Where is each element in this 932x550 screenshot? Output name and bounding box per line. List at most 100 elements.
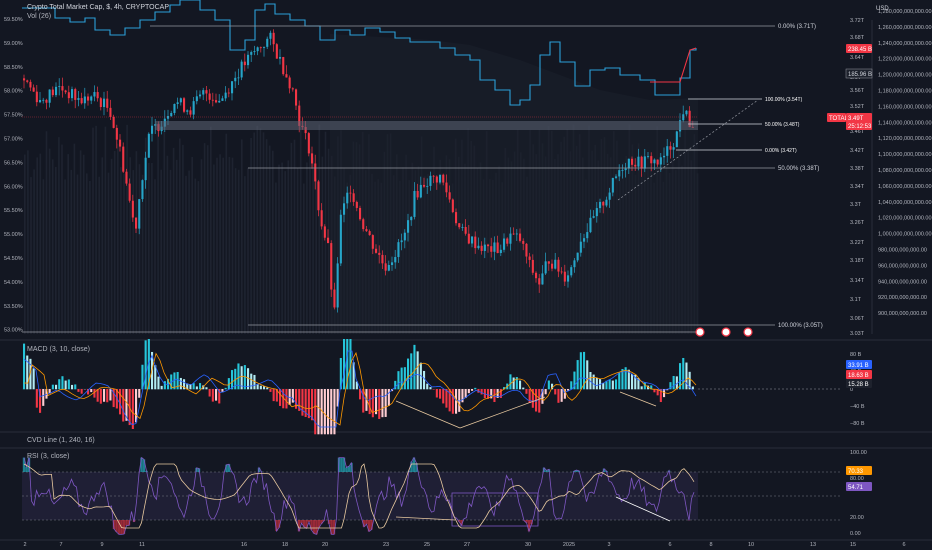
- price-axis-tick: 3.34T: [850, 184, 865, 190]
- macd-bar: [195, 386, 198, 390]
- volume-bar: [321, 156, 324, 334]
- candle-body: [551, 263, 554, 269]
- volume-bar: [113, 150, 116, 334]
- badge-238b: 238.45 B: [846, 44, 872, 53]
- macd-bar: [519, 380, 522, 390]
- candle-body: [621, 170, 624, 171]
- macd-bar: [586, 360, 589, 390]
- macd-bar: [381, 389, 384, 418]
- macd-bar: [67, 379, 70, 390]
- macd-bar: [243, 365, 246, 390]
- volume-bar: [278, 164, 280, 334]
- candle-body: [208, 93, 211, 100]
- candle-body: [586, 232, 589, 239]
- volume-bar: [309, 148, 311, 334]
- macd-bar: [263, 386, 266, 390]
- macd-bar: [215, 389, 218, 401]
- macd-bar: [199, 383, 202, 390]
- candle-body: [499, 249, 502, 254]
- volume-bar: [219, 154, 221, 334]
- candle-body: [83, 96, 86, 104]
- candle-body: [461, 226, 464, 228]
- candle-body: [355, 201, 358, 208]
- volume-bar: [110, 158, 113, 334]
- candle-body: [349, 192, 352, 194]
- macd-bar: [637, 377, 640, 390]
- macd-bar: [407, 358, 410, 390]
- macd-bar: [471, 389, 474, 391]
- volume-bar: [231, 157, 234, 334]
- volume-bar: [275, 182, 277, 334]
- macd-bar: [423, 370, 426, 390]
- candle-body: [282, 57, 285, 75]
- volume-bar: [197, 181, 200, 334]
- candle-body: [218, 100, 221, 103]
- rsi-badge-1-bg: [846, 466, 872, 475]
- volume-bar: [48, 148, 51, 334]
- macd-bar: [176, 372, 179, 390]
- macd-bar: [221, 389, 224, 393]
- volume-bar: [222, 157, 224, 334]
- volume-bar: [89, 180, 91, 334]
- candle-body: [410, 216, 413, 221]
- candle-body: [535, 272, 538, 279]
- candle-body: [106, 98, 109, 108]
- candle-body: [128, 183, 131, 201]
- macd-bar: [167, 378, 170, 390]
- macd-bar: [96, 389, 99, 402]
- macd-bar: [211, 389, 214, 402]
- macd-bar: [272, 389, 275, 402]
- time-axis-tick: 2025: [563, 542, 575, 548]
- macd-bar: [368, 389, 371, 415]
- candle-body: [211, 99, 214, 101]
- candle-body: [250, 52, 253, 55]
- candle-body: [675, 131, 678, 148]
- badge-185b-border: [845, 68, 873, 79]
- macd-bar: [474, 387, 477, 390]
- candle-body: [183, 98, 186, 112]
- candle-body: [605, 199, 608, 206]
- badge-238b-bg: [846, 44, 872, 53]
- candle-body: [199, 94, 202, 97]
- macd-bar: [45, 389, 48, 399]
- macd-bar: [378, 389, 381, 419]
- candle-body: [288, 77, 291, 89]
- candle-body: [173, 103, 176, 113]
- candle-body: [311, 153, 314, 164]
- volume-bar: [182, 144, 184, 334]
- candle-body: [263, 46, 266, 48]
- candle-body: [112, 116, 115, 128]
- macd-badge-1-text: 33.91 B: [848, 363, 869, 369]
- volume-bar: [151, 162, 153, 334]
- volume-bar: [36, 157, 38, 334]
- macd-bar: [515, 377, 518, 390]
- price-axis-tick: 3.1T: [850, 297, 862, 303]
- left-axis-tick: 56.50%: [4, 160, 23, 166]
- cvd-label: CVD Line (1, 240, 16): [27, 437, 95, 444]
- candle-body: [55, 86, 58, 96]
- macd-bar: [365, 389, 368, 411]
- volume-bar: [126, 124, 128, 334]
- candle-body: [563, 271, 566, 282]
- macd-bar: [352, 362, 355, 390]
- volume-bar: [82, 154, 85, 334]
- macd-bar: [595, 377, 598, 390]
- macd-bar: [573, 371, 576, 390]
- price-axis-tick: 3.26T: [850, 220, 865, 226]
- cvd-line: [23, 463, 695, 529]
- macd-bar: [480, 389, 483, 395]
- macd-axis-tick: −40 B: [850, 404, 865, 410]
- volume-bar: [98, 176, 100, 334]
- candle-body: [672, 147, 675, 150]
- macd-badge-3-text: 15.28 B: [848, 382, 869, 388]
- volume-bar: [194, 178, 197, 334]
- candle-body: [666, 146, 669, 156]
- right-axis-tick: 1,240,000,000,000.00: [878, 41, 932, 47]
- candle-body: [205, 90, 208, 94]
- candle-body: [627, 158, 630, 169]
- candle-body: [99, 98, 102, 108]
- macd-bar: [631, 373, 634, 390]
- volume-bar: [92, 127, 94, 335]
- rsi-divergence-line: [615, 496, 671, 522]
